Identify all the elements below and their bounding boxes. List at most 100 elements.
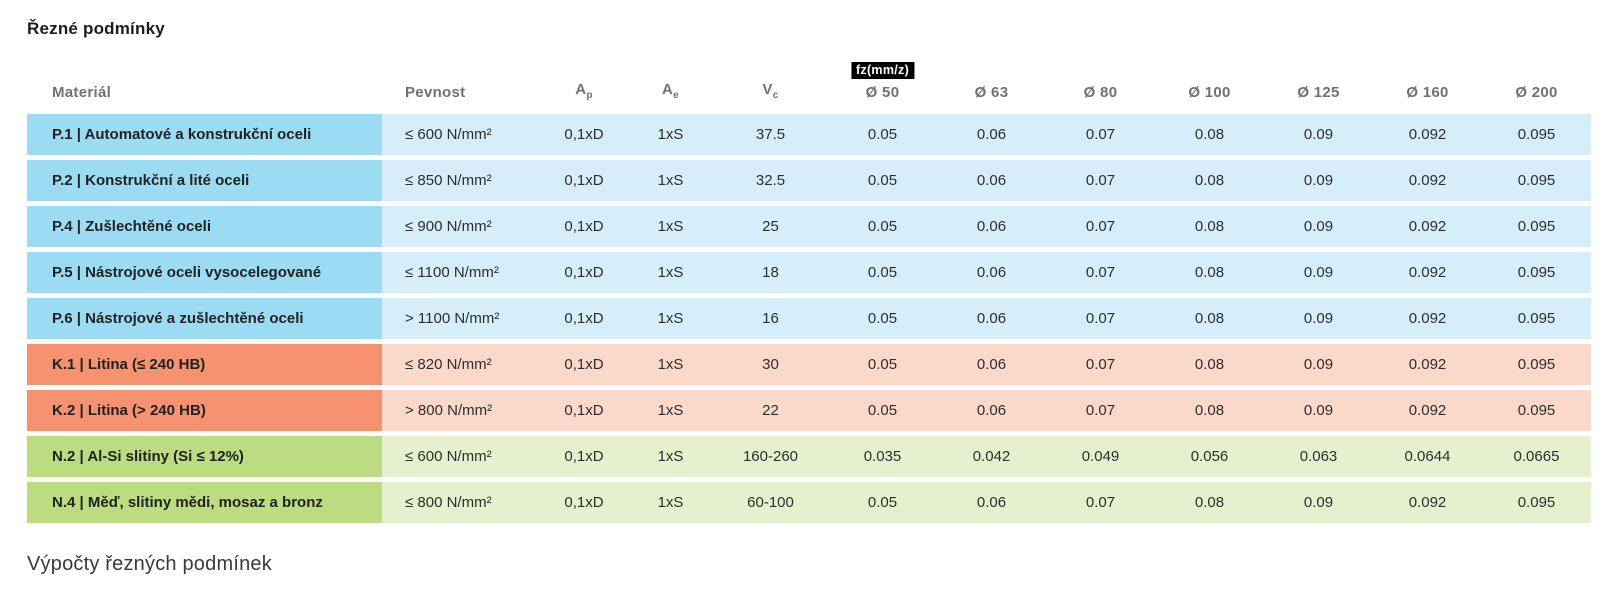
- col-header-diam-80: Ø 80: [1083, 84, 1118, 101]
- fz-cell: 0.06: [937, 160, 1046, 201]
- fz-cell: 0.092: [1373, 252, 1482, 293]
- vc-cell: 160-260: [713, 436, 828, 477]
- ap-cell: 0,1xD: [540, 160, 628, 201]
- fz-cell: 0.06: [937, 206, 1046, 247]
- col-header-ap: Ap: [540, 61, 628, 109]
- fz-cell: 0.092: [1373, 390, 1482, 431]
- section-heading-calculations: Výpočty řezných podmínek: [27, 553, 272, 575]
- fz-cell: 0.095: [1482, 390, 1591, 431]
- fz-cell: 0.06: [937, 114, 1046, 155]
- ae-cell: 1xS: [628, 160, 713, 201]
- fz-cell: 0.08: [1155, 482, 1264, 523]
- fz-cell: 0.07: [1046, 252, 1155, 293]
- vc-cell: 25: [713, 206, 828, 247]
- ae-cell: 1xS: [628, 298, 713, 339]
- col-header-diam-100: Ø 100: [1188, 84, 1231, 101]
- fz-unit-badge: fz(mm/z): [850, 62, 915, 79]
- table-row: K.2 | Litina (> 240 HB) > 800 N/mm² 0,1xD 1…: [27, 390, 1591, 431]
- fz-cell: 0.092: [1373, 160, 1482, 201]
- col-header-diam-200: Ø 200: [1515, 84, 1558, 101]
- fz-cell: 0.08: [1155, 114, 1264, 155]
- fz-cell: 0.07: [1046, 390, 1155, 431]
- col-header-diam-63: Ø 63: [974, 84, 1009, 101]
- pevnost-cell: ≤ 1100 N/mm²: [382, 252, 540, 293]
- vc-cell: 22: [713, 390, 828, 431]
- material-cell: N.2 | Al-Si slitiny (Si ≤ 12%): [27, 436, 382, 477]
- fz-cell: 0.08: [1155, 344, 1264, 385]
- ap-cell: 0,1xD: [540, 114, 628, 155]
- fz-cell: 0.05: [828, 482, 937, 523]
- ae-cell: 1xS: [628, 206, 713, 247]
- ap-cell: 0,1xD: [540, 436, 628, 477]
- cutting-conditions-table: Materiál Pevnost Ap Ae Vc fz(mm/z) Ø 50 …: [27, 56, 1591, 528]
- material-cell: P.2 | Konstrukční a lité oceli: [27, 160, 382, 201]
- vc-cell: 18: [713, 252, 828, 293]
- material-cell: K.2 | Litina (> 240 HB): [27, 390, 382, 431]
- col-header-diam-50: fz(mm/z) Ø 50: [828, 61, 937, 109]
- material-cell: K.1 | Litina (≤ 240 HB): [27, 344, 382, 385]
- fz-cell: 0.092: [1373, 482, 1482, 523]
- fz-cell: 0.05: [828, 298, 937, 339]
- col-header-vc: Vc: [713, 61, 828, 109]
- pevnost-cell: ≤ 900 N/mm²: [382, 206, 540, 247]
- fz-cell: 0.06: [937, 252, 1046, 293]
- col-header-ae: Ae: [628, 61, 713, 109]
- fz-cell: 0.09: [1264, 206, 1373, 247]
- vc-symbol: V: [762, 81, 773, 98]
- fz-cell: 0.06: [937, 298, 1046, 339]
- fz-cell: 0.08: [1155, 252, 1264, 293]
- fz-cell: 0.092: [1373, 298, 1482, 339]
- fz-cell: 0.05: [828, 206, 937, 247]
- fz-cell: 0.05: [828, 344, 937, 385]
- material-cell: P.5 | Nástrojové oceli vysocelegované: [27, 252, 382, 293]
- ae-cell: 1xS: [628, 252, 713, 293]
- vc-subscript: c: [772, 90, 779, 101]
- fz-cell: 0.07: [1046, 206, 1155, 247]
- pevnost-cell: ≤ 820 N/mm²: [382, 344, 540, 385]
- table-row: K.1 | Litina (≤ 240 HB) ≤ 820 N/mm² 0,1xD 1…: [27, 344, 1591, 385]
- fz-cell: 0.095: [1482, 160, 1591, 201]
- fz-cell: 0.0644: [1373, 436, 1482, 477]
- ae-cell: 1xS: [628, 436, 713, 477]
- fz-cell: 0.095: [1482, 344, 1591, 385]
- ae-cell: 1xS: [628, 482, 713, 523]
- pevnost-cell: > 1100 N/mm²: [382, 298, 540, 339]
- material-cell: P.1 | Automatové a konstrukční oceli: [27, 114, 382, 155]
- ae-cell: 1xS: [628, 344, 713, 385]
- fz-cell: 0.07: [1046, 482, 1155, 523]
- table-row: P.2 | Konstrukční a lité oceli ≤ 850 N/mm…: [27, 160, 1591, 201]
- fz-cell: 0.07: [1046, 344, 1155, 385]
- fz-cell: 0.06: [937, 344, 1046, 385]
- col-header-diam-125: Ø 125: [1297, 84, 1340, 101]
- material-cell: P.6 | Nástrojové a zušlechtěné oceli: [27, 298, 382, 339]
- ap-cell: 0,1xD: [540, 252, 628, 293]
- material-cell: P.4 | Zušlechtěné oceli: [27, 206, 382, 247]
- table-row: N.4 | Měď, slitiny mědi, mosaz a bronz ≤ …: [27, 482, 1591, 523]
- vc-cell: 16: [713, 298, 828, 339]
- col-header-diam-160: Ø 160: [1406, 84, 1449, 101]
- fz-cell: 0.09: [1264, 482, 1373, 523]
- fz-cell: 0.07: [1046, 114, 1155, 155]
- fz-cell: 0.095: [1482, 114, 1591, 155]
- fz-cell: 0.06: [937, 390, 1046, 431]
- fz-cell: 0.09: [1264, 252, 1373, 293]
- vc-cell: 32.5: [713, 160, 828, 201]
- fz-cell: 0.08: [1155, 390, 1264, 431]
- table-row: P.4 | Zušlechtěné oceli ≤ 900 N/mm² 0,1xD 1…: [27, 206, 1591, 247]
- table-row: P.6 | Nástrojové a zušlechtěné oceli > 11…: [27, 298, 1591, 339]
- ap-cell: 0,1xD: [540, 206, 628, 247]
- ap-cell: 0,1xD: [540, 482, 628, 523]
- ae-subscript: e: [673, 90, 679, 101]
- table-row: N.2 | Al-Si slitiny (Si ≤ 12%) ≤ 600 N/mm…: [27, 436, 1591, 477]
- fz-cell: 0.095: [1482, 252, 1591, 293]
- ap-cell: 0,1xD: [540, 390, 628, 431]
- fz-cell: 0.05: [828, 390, 937, 431]
- pevnost-cell: > 800 N/mm²: [382, 390, 540, 431]
- fz-cell: 0.08: [1155, 206, 1264, 247]
- fz-cell: 0.09: [1264, 298, 1373, 339]
- fz-cell: 0.092: [1373, 114, 1482, 155]
- ap-cell: 0,1xD: [540, 344, 628, 385]
- pevnost-cell: ≤ 600 N/mm²: [382, 436, 540, 477]
- fz-cell: 0.05: [828, 114, 937, 155]
- fz-cell: 0.07: [1046, 298, 1155, 339]
